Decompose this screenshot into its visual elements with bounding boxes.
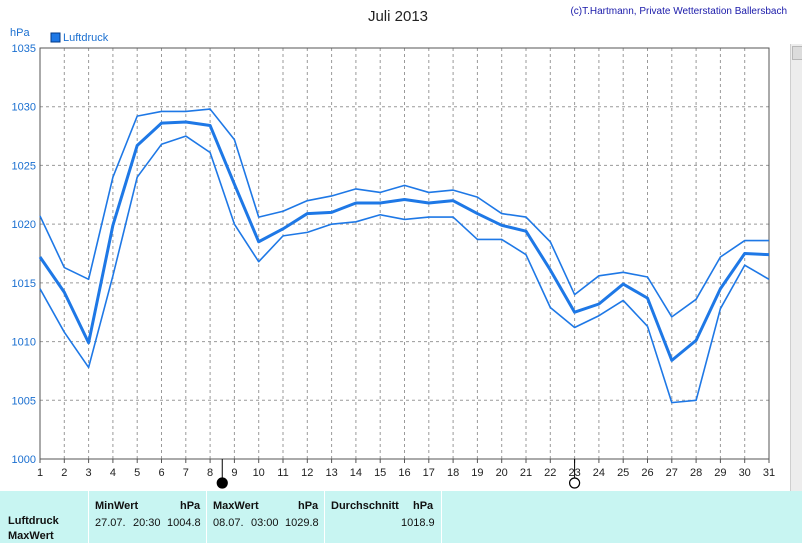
chart-title: Juli 2013 [368,8,428,25]
legend: Luftdruck [50,32,109,44]
row-label-maxwert: MaxWert [8,530,54,542]
x-tick-label: 16 [398,467,410,479]
chart-credit: (c)T.Hartmann, Private Wetterstation Bal… [570,6,787,17]
max-time: 03:00 [251,517,279,529]
stats-panel: Luftdruck MaxWert MinWert hPa 27.07. 20:… [0,491,802,543]
y-tick-label: 1030 [12,102,36,114]
max-value: 1029.8 [285,517,319,529]
max-date: 08.07. [213,517,244,529]
x-tick-label: 12 [301,467,313,479]
x-tick-label: 21 [520,467,532,479]
x-tick-label: 4 [110,467,116,479]
x-tick-label: 24 [593,467,605,479]
series-lines [38,108,770,404]
moon-markers [216,459,581,489]
x-tick-label: 5 [134,467,140,479]
min-unit: hPa [180,500,201,512]
max-header: MaxWert [213,500,259,512]
vertical-scrollbar[interactable] [790,44,802,491]
avg-unit: hPa [413,500,434,512]
x-tick-label: 9 [231,467,237,479]
min-header: MinWert [95,500,139,512]
x-tick-label: 7 [183,467,189,479]
y-tick-label: 1015 [12,278,36,290]
x-tick-label: 30 [739,467,751,479]
series-line-max [39,108,769,318]
empty-cell [441,491,791,543]
x-tick-label: 1 [37,467,43,479]
max-unit: hPa [298,500,319,512]
pressure-chart: Juli 2013 (c)T.Hartmann, Private Wetters… [10,6,787,489]
series-line-min [39,135,770,404]
legend-swatch [50,32,61,43]
y-tick-label: 1020 [12,219,36,231]
avg-value: 1018.9 [401,517,435,529]
y-tick-label: 1005 [12,395,36,407]
min-cell: MinWert hPa 27.07. 20:30 1004.8 [88,491,207,543]
x-tick-label: 11 [277,467,288,479]
grid [40,48,769,459]
legend-label: Luftdruck [63,32,109,44]
x-tick-label: 20 [496,467,508,479]
row-label-luftdruck: Luftdruck [8,515,59,527]
x-axis: 1 2 3 4 5 6 7 8 9 10 11 12 13 14 15 16 17 18 19 20 21 22 23 24 2… [37,459,775,479]
min-date: 27.07. [95,517,126,529]
x-tick-label: 28 [690,467,702,479]
y-axis-unit: hPa [10,27,30,39]
max-cell: MaxWert hPa 08.07. 03:00 1029.8 [206,491,325,543]
full-moon-icon [216,477,228,489]
x-tick-label: 10 [253,467,265,479]
x-tick-label: 8 [207,467,213,479]
min-time: 20:30 [133,517,161,529]
avg-cell: Durchschnitt hPa 1018.9 [324,491,442,543]
y-tick-label: 1025 [12,160,36,172]
x-tick-label: 3 [86,467,92,479]
scrollbar-thumb[interactable] [792,46,802,60]
x-tick-label: 6 [158,467,164,479]
x-tick-label: 27 [666,467,678,479]
series-line-avg [38,120,770,362]
x-tick-label: 13 [325,467,337,479]
x-tick-label: 14 [350,467,362,479]
avg-header: Durchschnitt [331,500,399,512]
x-tick-label: 26 [641,467,653,479]
new-moon-icon [568,477,581,489]
x-tick-label: 2 [61,467,67,479]
y-tick-label: 1000 [12,454,36,466]
x-tick-label: 29 [714,467,726,479]
x-tick-label: 15 [374,467,386,479]
y-tick-label: 1010 [12,337,36,349]
x-tick-label: 31 [763,467,775,479]
min-value: 1004.8 [167,517,201,529]
x-tick-label: 17 [423,467,435,479]
y-axis: 1000 1005 1010 1015 1020 1025 1030 1035 [12,43,36,466]
x-tick-label: 22 [544,467,556,479]
y-tick-label: 1035 [12,43,36,55]
x-tick-label: 25 [617,467,629,479]
x-tick-label: 19 [471,467,483,479]
x-tick-label: 18 [447,467,459,479]
